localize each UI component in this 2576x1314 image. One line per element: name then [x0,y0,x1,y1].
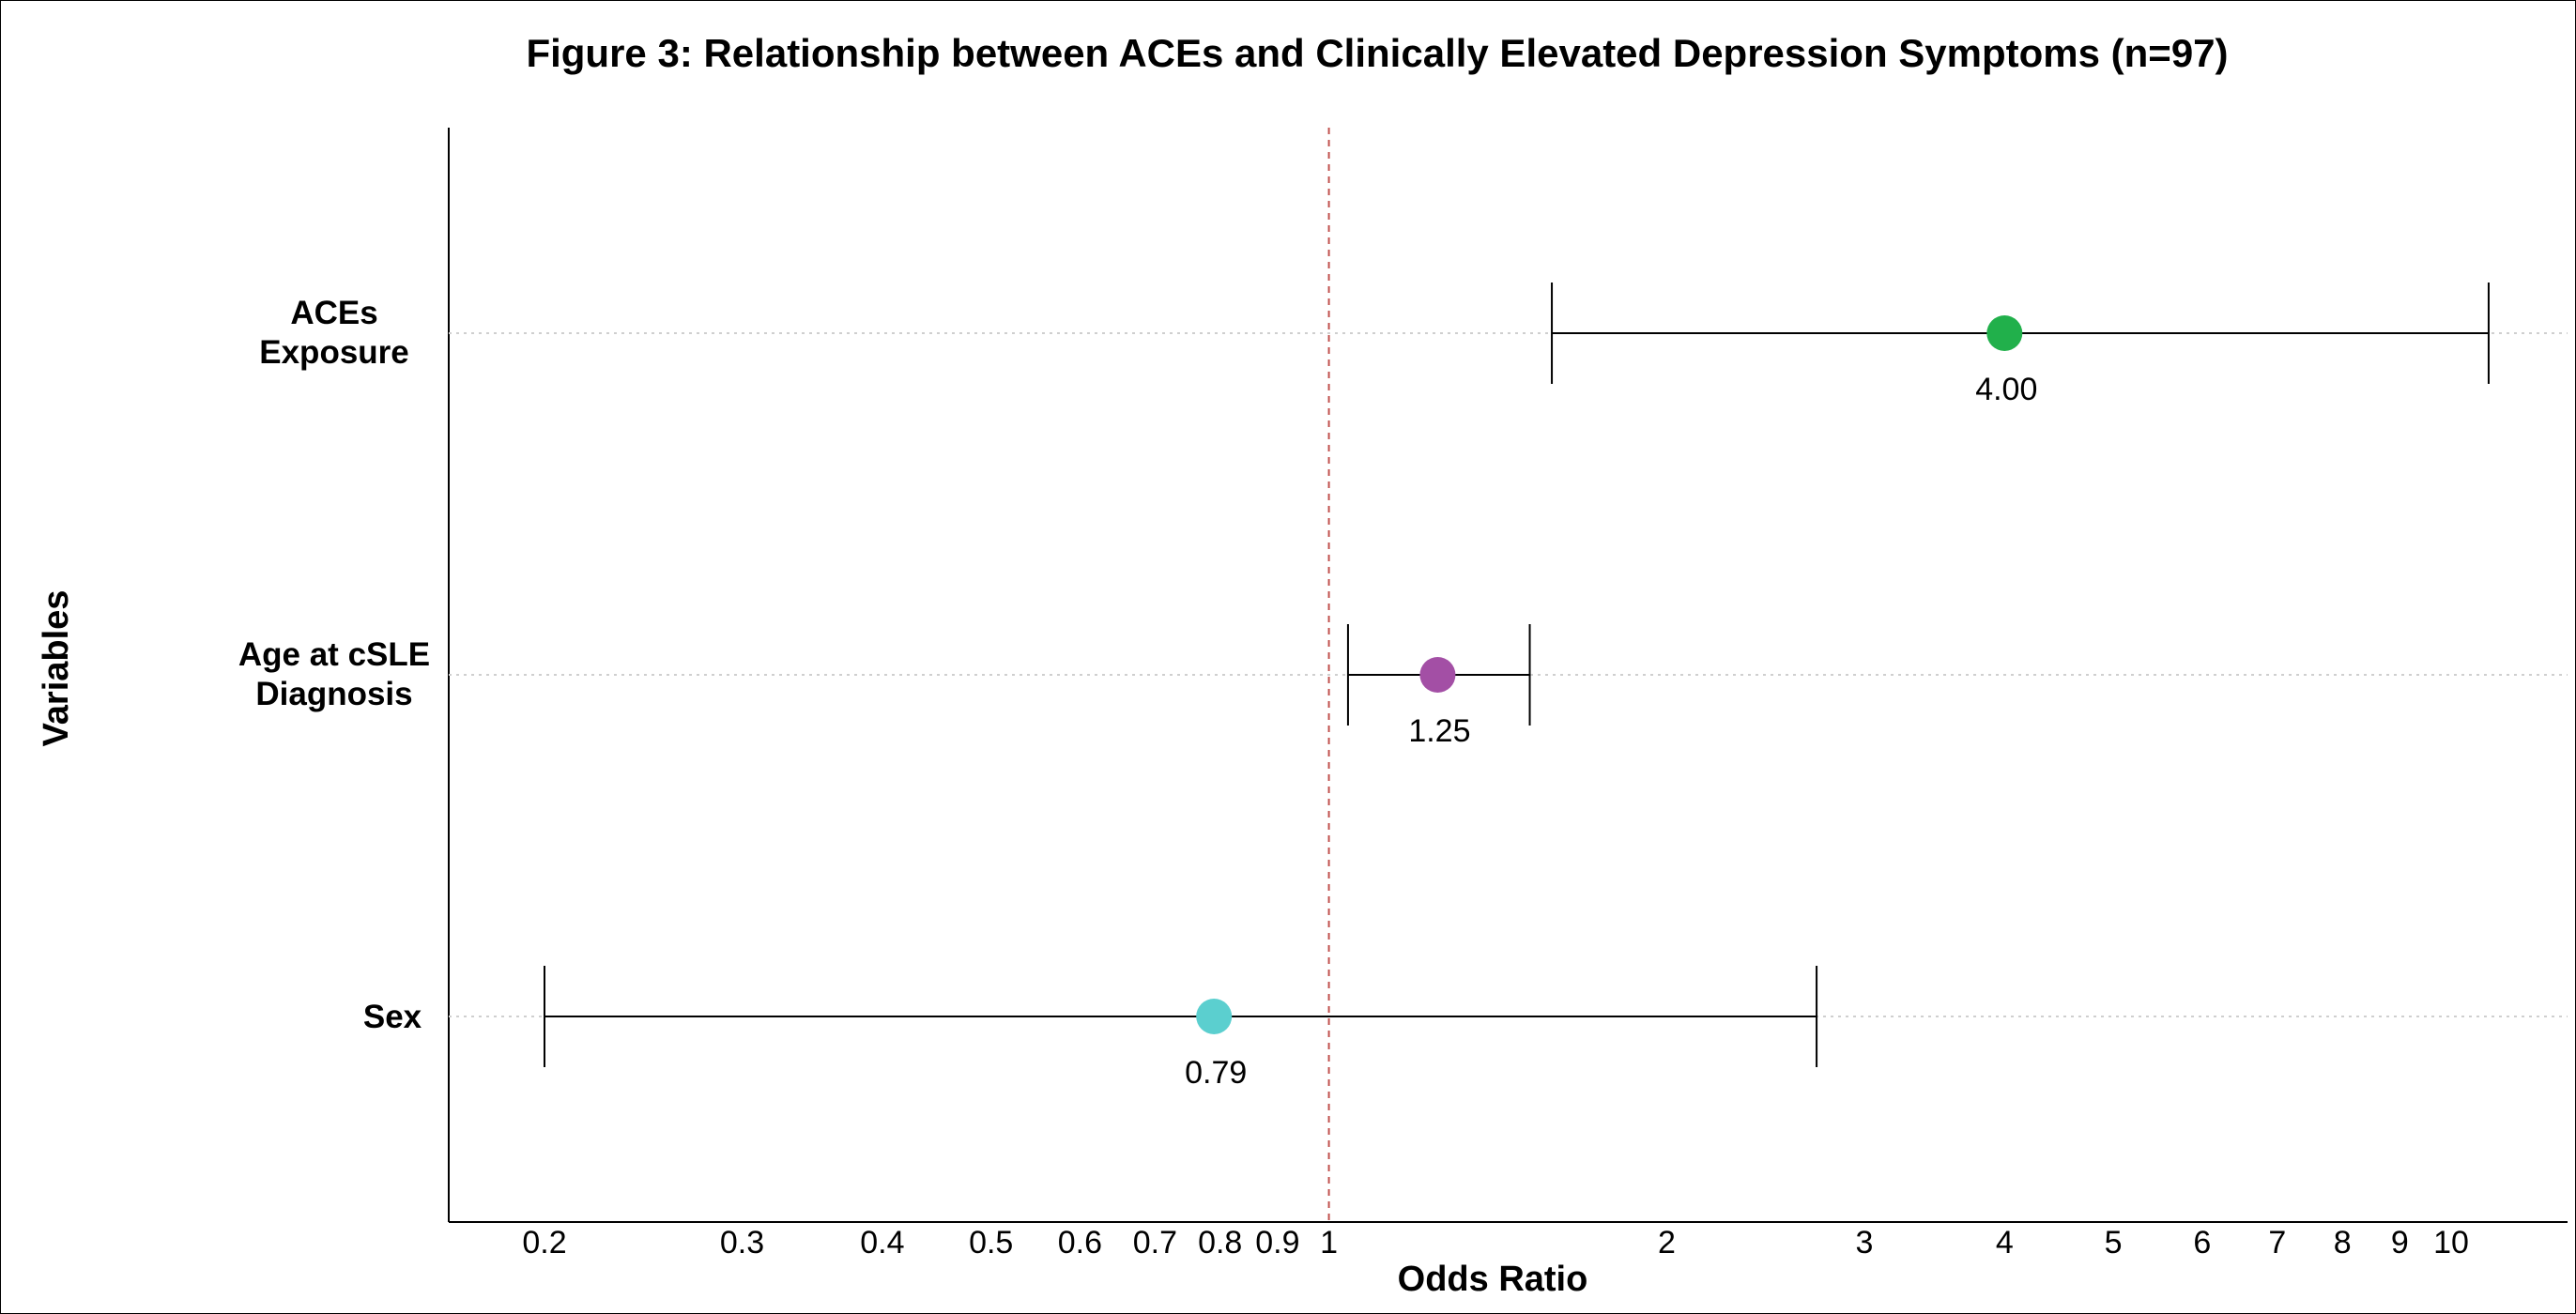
odds-ratio-point [1986,315,2023,351]
odds-ratio-label: 4.00 [1975,372,2037,407]
x-tick-label: 0.6 [1058,1225,1102,1261]
x-tick-label: 1 [1320,1225,1338,1261]
x-tick-label: 4 [1996,1225,2014,1261]
y-tick-label: Age at cSLE Diagnosis [238,636,430,712]
x-tick-label: 0.8 [1198,1225,1242,1261]
x-tick-label: 5 [2105,1225,2123,1261]
odds-ratio-point [1196,999,1233,1034]
y-tick-labels: ACEs Exposure Age at cSLE Diagnosis Sex [238,295,430,1035]
odds-ratio-point [1419,657,1456,693]
x-tick-label: 6 [2193,1225,2211,1261]
x-ticks: 0.2 0.3 0.4 0.5 0.6 0.7 0.8 0.9 1 2 3 4 5 6 7 8 9 10 [522,1225,2469,1261]
x-tick-label: 7 [2268,1225,2286,1261]
odds-ratio-label: 0.79 [1185,1055,1247,1091]
y-tick-label: Sex [363,999,422,1035]
x-tick-label: 0.5 [969,1225,1013,1261]
x-axis-title: Odds Ratio [1398,1260,1588,1299]
estimates: 4.00 1.25 0.79 [544,283,2490,1091]
x-tick-label: 0.2 [522,1225,566,1261]
x-tick-label: 0.7 [1133,1225,1177,1261]
y-axis-title: Variables [37,590,76,747]
chart-title: Figure 3: Relationship between ACEs and … [526,31,2228,75]
x-tick-label: 2 [1658,1225,1676,1261]
x-tick-label: 0.9 [1255,1225,1299,1261]
x-tick-label: 8 [2334,1225,2352,1261]
x-tick-label: 9 [2391,1225,2409,1261]
odds-ratio-label: 1.25 [1408,713,1470,749]
x-tick-label: 0.3 [720,1225,764,1261]
x-tick-label: 0.4 [860,1225,904,1261]
y-tick-label: ACEs Exposure [259,295,409,371]
x-tick-label: 10 [2433,1225,2469,1261]
x-tick-label: 3 [1855,1225,1873,1261]
